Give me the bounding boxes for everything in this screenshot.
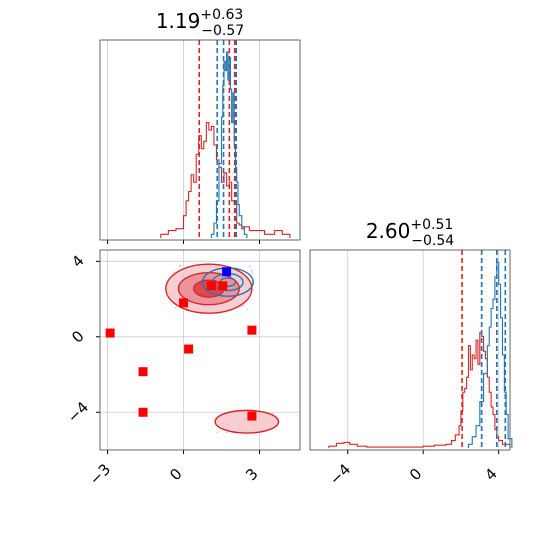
joint-xtick-label: −3	[86, 460, 114, 488]
marginal-1-group: 1.19+0.63 −0.57	[107, 7, 291, 244]
joint-contour-1-level-0	[214, 409, 280, 434]
joint-xtick-label: 3	[242, 465, 261, 484]
marginal-2-group: −4 0 4 2.60+0.51 −0.54	[326, 217, 513, 489]
joint-group: −3 0 3 4 0 −4	[64, 250, 300, 489]
marginal-2-xtick-label: 4	[481, 465, 500, 484]
marginal-1-frame	[99, 39, 301, 241]
joint-sample-dot	[174, 306, 177, 309]
marginal-1-title: 1.19+0.63 −0.57	[156, 7, 244, 39]
joint-xtick-label: 0	[166, 465, 185, 484]
joint-sample-dot	[271, 412, 274, 415]
marginal-2-title-lower-error: −0.54	[411, 233, 454, 249]
joint-sample-dot	[250, 269, 253, 272]
marginal-2-title-upper-error: +0.51	[410, 217, 453, 233]
marginal-1-title-lower-error: −0.57	[201, 23, 244, 39]
joint-marker	[138, 407, 148, 417]
joint-ytick-label: 0	[68, 327, 87, 346]
joint-sample-dot	[216, 431, 219, 434]
joint-marker	[105, 328, 115, 338]
joint-sample-dot	[248, 265, 251, 268]
joint-marker	[218, 281, 228, 291]
marginal-2-xtick-label: −4	[326, 460, 354, 488]
joint-sample-dot	[251, 272, 254, 275]
marginal-2-title: 2.60+0.51 −0.54	[366, 217, 454, 249]
marginal-1-title-value: 1.19	[156, 9, 201, 33]
joint-frame	[99, 249, 301, 451]
joint-ytick-label: 4	[68, 252, 87, 271]
joint-marker	[222, 267, 232, 277]
joint-sample-dot	[242, 304, 245, 307]
joint-marker	[184, 344, 194, 354]
joint-marker	[247, 411, 257, 421]
joint-marker	[206, 281, 216, 291]
joint-sample-dot	[246, 308, 249, 311]
marginal-2-title-value: 2.60	[366, 219, 411, 243]
marginal-1-series-0-histogram	[160, 122, 291, 238]
marginal-2-series-0-histogram	[328, 332, 511, 448]
joint-ytick-label: −4	[64, 398, 92, 426]
marginal-2-xtick-label: 0	[406, 465, 425, 484]
joint-marker	[138, 367, 148, 377]
joint-marker	[179, 298, 189, 308]
marginal-1-series-1-histogram	[210, 51, 248, 238]
marginal-2-frame	[309, 249, 511, 451]
joint-sample-dot	[178, 265, 181, 268]
marginal-2-series-1-histogram	[467, 261, 513, 448]
joint-marker	[247, 325, 257, 335]
joint-sample-dot	[172, 271, 175, 274]
marginal-1-title-upper-error: +0.63	[200, 7, 243, 23]
joint-sample-dot	[225, 431, 228, 434]
